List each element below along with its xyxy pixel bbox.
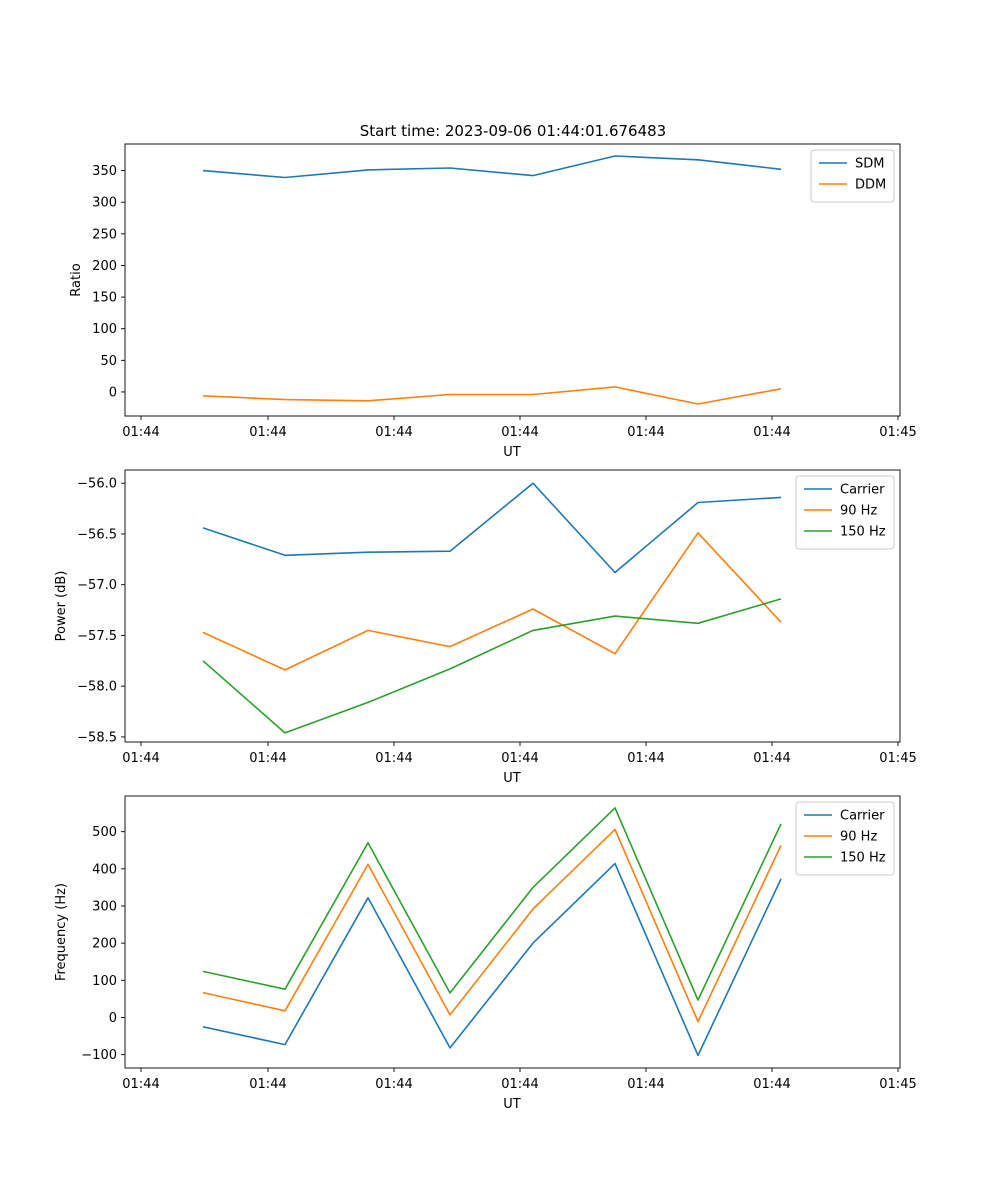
legend-label: DDM <box>855 178 886 193</box>
y-tick-label: 400 <box>92 862 117 877</box>
legend-label: 150 Hz <box>840 525 886 540</box>
plot-frame <box>124 795 901 1069</box>
y-axis-label: Power (dB) <box>54 571 69 642</box>
y-tick-label: −57.5 <box>77 629 117 644</box>
x-tick-label: 01:44 <box>249 1077 286 1092</box>
y-tick-label: 200 <box>92 259 117 274</box>
x-tick-label: 01:44 <box>753 751 790 766</box>
y-tick-label: 300 <box>92 899 117 914</box>
series-line-carrier <box>202 482 782 574</box>
chart-panel-3: 01:44 01:44 01:44 01:44 01:44 01:44 01:45 −100 0… <box>54 795 917 1112</box>
series-line-90-hz <box>202 532 782 671</box>
y-axis-label: Ratio <box>69 263 84 296</box>
y-tick-label: 250 <box>92 227 117 242</box>
chart-title: Start time: 2023-09-06 01:44:01.676483 <box>360 122 666 140</box>
x-tick-label: 01:44 <box>753 425 790 440</box>
x-tick-label: 01:44 <box>501 751 538 766</box>
x-tick-label: 01:44 <box>627 425 664 440</box>
x-tick-label: 01:44 <box>375 751 412 766</box>
x-tick-label: 01:44 <box>375 425 412 440</box>
legend-label: SDM <box>855 157 884 172</box>
legend-label: 90 Hz <box>840 504 877 519</box>
legend: SDM DDM <box>810 149 895 203</box>
legend-label: Carrier <box>840 483 885 498</box>
x-tick-label: 01:44 <box>501 425 538 440</box>
y-tick-label: −100 <box>81 1048 117 1063</box>
x-tick-label: 01:44 <box>122 425 159 440</box>
y-tick-label: 0 <box>109 1011 117 1026</box>
x-axis-label: UT <box>503 771 521 786</box>
x-axis-label: UT <box>503 445 521 460</box>
x-tick-label: 01:45 <box>879 751 916 766</box>
series-line-sdm <box>202 155 782 179</box>
y-tick-label: 300 <box>92 196 117 211</box>
legend-label: Carrier <box>840 809 885 824</box>
chart-panel-1: 01:44 01:44 01:44 01:44 01:44 01:44 01:45 0 50 10… <box>69 143 917 460</box>
x-tick-label: 01:44 <box>627 751 664 766</box>
series-line-150-hz <box>202 807 782 1001</box>
y-tick-label: 0 <box>109 385 117 400</box>
x-tick-label: 01:44 <box>501 1077 538 1092</box>
y-tick-label: −56.5 <box>77 527 117 542</box>
plot-frame <box>124 469 901 743</box>
x-tick-label: 01:44 <box>122 1077 159 1092</box>
y-tick-label: 100 <box>92 322 117 337</box>
x-tick-label: 01:45 <box>879 1077 916 1092</box>
x-tick-label: 01:44 <box>122 751 159 766</box>
series-line-carrier <box>202 862 782 1057</box>
series-line-150-hz <box>202 598 782 734</box>
y-tick-label: 350 <box>92 164 117 179</box>
y-tick-label: 100 <box>92 974 117 989</box>
y-tick-label: −56.0 <box>77 477 117 492</box>
legend-label: 90 Hz <box>840 830 877 845</box>
x-tick-label: 01:44 <box>249 425 286 440</box>
y-tick-label: −58.0 <box>77 680 117 695</box>
y-tick-label: 150 <box>92 291 117 306</box>
legend-label: 150 Hz <box>840 851 886 866</box>
y-tick-label: −57.0 <box>77 578 117 593</box>
chart-panel-2: 01:44 01:44 01:44 01:44 01:44 01:44 01:45 −58.5… <box>54 469 917 786</box>
legend: Carrier 90 Hz 150 Hz <box>795 475 895 550</box>
y-axis-label: Frequency (Hz) <box>54 883 69 981</box>
y-tick-label: 50 <box>100 354 117 369</box>
x-tick-label: 01:44 <box>753 1077 790 1092</box>
y-tick-label: 500 <box>92 825 117 840</box>
x-tick-label: 01:44 <box>375 1077 412 1092</box>
plot-frame <box>124 143 901 417</box>
x-tick-label: 01:45 <box>879 425 916 440</box>
x-tick-label: 01:44 <box>627 1077 664 1092</box>
y-tick-label: 200 <box>92 937 117 952</box>
series-line-90-hz <box>202 828 782 1023</box>
y-tick-label: −58.5 <box>77 730 117 745</box>
legend: Carrier 90 Hz 150 Hz <box>795 801 895 876</box>
x-tick-label: 01:44 <box>249 751 286 766</box>
series-line-ddm <box>202 386 782 405</box>
x-axis-label: UT <box>503 1097 521 1112</box>
